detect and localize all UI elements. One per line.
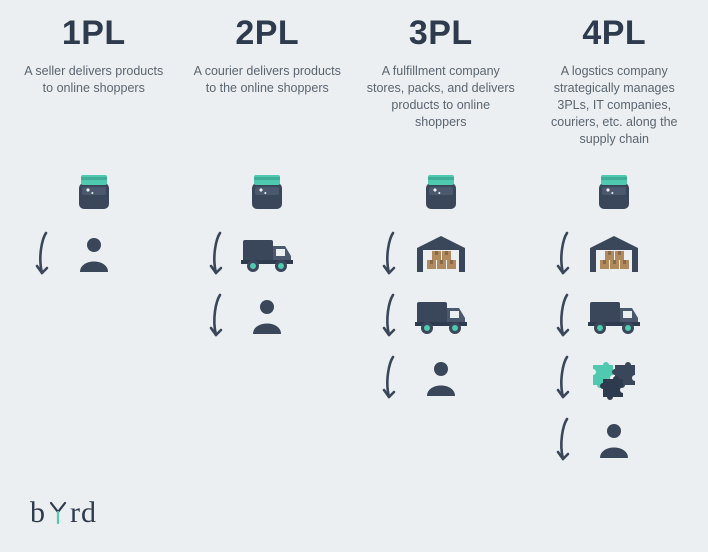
- arrow-icon: [551, 223, 575, 285]
- warehouse-icon: [584, 232, 644, 276]
- flow-steps: [359, 161, 523, 409]
- truck-icon: [237, 232, 297, 276]
- column-title: 1PL: [62, 14, 126, 53]
- jar-icon: [588, 169, 640, 215]
- column-description: A seller delivers products to online sho…: [12, 63, 176, 155]
- column-2pl: 2PL A courier delivers products to the o…: [186, 14, 350, 471]
- arrow-icon: [377, 285, 401, 347]
- person-icon: [241, 294, 293, 338]
- column-description: A logstics company strategically manages…: [533, 63, 697, 155]
- jar-icon: [415, 169, 467, 215]
- arrow-icon: [377, 223, 401, 285]
- logo-text-after: rd: [70, 496, 97, 530]
- flow-steps: [533, 161, 697, 471]
- column-4pl: 4PL A logstics company strategically man…: [533, 14, 697, 471]
- jar-icon: [241, 169, 293, 215]
- column-3pl: 3PL A fulfillment company stores, packs,…: [359, 14, 523, 471]
- column-description: A courier delivers products to the onlin…: [186, 63, 350, 155]
- flow-steps: [186, 161, 350, 347]
- puzzle-icon: [585, 353, 643, 403]
- warehouse-icon: [411, 232, 471, 276]
- arrow-icon: [377, 347, 401, 409]
- jar-icon: [68, 169, 120, 215]
- arrow-icon: [204, 285, 228, 347]
- person-icon: [415, 356, 467, 400]
- logo-y-icon: [47, 500, 69, 526]
- column-title: 3PL: [409, 14, 473, 53]
- person-icon: [588, 418, 640, 462]
- column-1pl: 1PL A seller delivers products to online…: [12, 14, 176, 471]
- column-title: 2PL: [235, 14, 299, 53]
- person-icon: [68, 232, 120, 276]
- arrow-icon: [551, 285, 575, 347]
- logo-text-before: b: [30, 496, 46, 530]
- column-description: A fulfillment company stores, packs, and…: [359, 63, 523, 155]
- brand-logo: b rd: [30, 496, 97, 530]
- flow-steps: [12, 161, 176, 285]
- arrow-icon: [551, 409, 575, 471]
- arrow-icon: [551, 347, 575, 409]
- truck-icon: [584, 294, 644, 338]
- column-title: 4PL: [582, 14, 646, 53]
- infographic-columns: 1PL A seller delivers products to online…: [0, 0, 708, 471]
- arrow-icon: [204, 223, 228, 285]
- truck-icon: [411, 294, 471, 338]
- arrow-icon: [30, 223, 54, 285]
